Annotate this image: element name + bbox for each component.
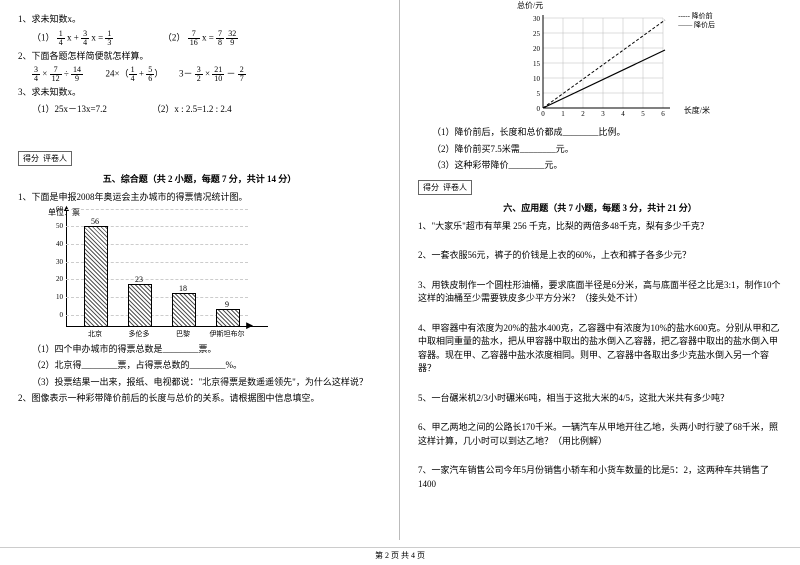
r2: （2）降价前买7.5米需________元。	[418, 143, 782, 157]
q3-sub: （1）25x－13x=7.2 （2）x : 2.5=1.2 : 2.4	[18, 103, 381, 117]
line-chart-svg: 0 1 2 3 4 5 6 0 5 10 15 20 25 30	[525, 10, 675, 120]
line-chart: ----- 降价前 —— 降价后 总价/元 012345605101520253…	[525, 10, 675, 120]
q1-formulas: （1） 14 x + 34 x = 13 （2） 716 x = 78 329	[18, 30, 381, 47]
bar-chart: 单位：票 ▲ ▶ 010203040506056北京23多伦多18巴黎9伊斯坦布…	[48, 209, 268, 339]
q1-title: 1、求未知数x。	[18, 13, 381, 27]
q5-1a: （1）四个申办城市的得票总数是________票。	[18, 343, 381, 357]
q3a: （1）25x－13x=7.2	[32, 104, 107, 114]
a4: 4、甲容器中有浓度为20%的盐水400克，乙容器中有浓度为10%的盐水600克。…	[418, 322, 782, 376]
q2-title: 2、下面各题怎样简便就怎样算。	[18, 50, 381, 64]
sec5-title: 五、综合题（共 2 小题，每题 7 分，共计 14 分）	[18, 172, 381, 185]
frac: 32	[195, 66, 203, 83]
svg-text:2: 2	[581, 110, 585, 118]
svg-text:15: 15	[533, 60, 541, 68]
sec6-title: 六、应用题（共 7 小题，每题 3 分，共计 21 分）	[418, 201, 782, 214]
q3-title: 3、求未知数x。	[18, 86, 381, 100]
svg-text:5: 5	[537, 90, 541, 98]
frac: 34	[32, 66, 40, 83]
q2-formulas: 34 × 712 ÷ 149 24×（14 + 56） 3－ 32 × 2110…	[18, 66, 381, 83]
frac: 13	[105, 30, 113, 47]
a3: 3、用铁皮制作一个圆柱形油桶，要求底面半径是6分米，高与底面半径之比是3:1，制…	[418, 279, 782, 306]
svg-text:6: 6	[661, 110, 665, 118]
svg-text:4: 4	[621, 110, 625, 118]
svg-text:3: 3	[601, 110, 605, 118]
frac: 2110	[212, 66, 224, 83]
frac: 14	[57, 30, 65, 47]
q3b: （2）x : 2.5=1.2 : 2.4	[152, 104, 232, 114]
frac: 149	[71, 66, 83, 83]
a6: 6、甲乙两地之间的公路长170千米。一辆汽车从甲地开往乙地，头两小时行驶了68千…	[418, 421, 782, 448]
page-footer: 第 2 页 共 4 页	[0, 547, 800, 561]
score-box-5: 得分 评卷人	[18, 151, 72, 166]
q1b-label: （2）	[163, 32, 186, 42]
q1a-label: （1）	[32, 32, 55, 42]
svg-text:0: 0	[541, 110, 545, 118]
a2: 2、一套衣服56元，裤子的价钱是上衣的60%，上衣和裤子各多少元？	[418, 249, 782, 263]
chart2-xlabel: 长度/米	[684, 105, 710, 116]
svg-text:20: 20	[533, 45, 541, 53]
frac: 27	[238, 66, 246, 83]
svg-text:25: 25	[533, 30, 541, 38]
q5-1b: （2）北京得________票，占得票总数的________%。	[18, 359, 381, 373]
a1: 1、"大家乐"超市有苹果 256 千克，比梨的两倍多48千克，梨有多少千克？	[418, 220, 782, 234]
frac: 14	[129, 66, 137, 83]
score-box-6: 得分 评卷人	[418, 180, 472, 195]
svg-text:30: 30	[533, 15, 541, 23]
frac: 34	[81, 30, 89, 47]
svg-text:0: 0	[537, 105, 541, 113]
svg-text:1: 1	[561, 110, 565, 118]
q5-1c: （3）投票结果一出来，报纸、电视都说："北京得票是数遥遥领先"，为什么这样说？	[18, 376, 381, 390]
frac: 56	[146, 66, 154, 83]
frac: 712	[50, 66, 62, 83]
svg-text:5: 5	[641, 110, 645, 118]
a5: 5、一台碾米机2/3小时碾米6吨，相当于这批大米的4/5，这批大米共有多少吨？	[418, 392, 782, 406]
q5-1: 1、下面是申报2008年奥运会主办城市的得票情况统计图。	[18, 191, 381, 205]
r1: （1）降价前后，长度和总价都成________比例。	[418, 126, 782, 140]
frac: 78	[216, 30, 224, 47]
frac: 329	[226, 30, 238, 47]
svg-text:10: 10	[533, 75, 541, 83]
frac: 716	[188, 30, 200, 47]
q5-2: 2、图像表示一种彩带降价前后的长度与总价的关系。请根据图中信息填空。	[18, 392, 381, 406]
r3: （3）这种彩带降价________元。	[418, 159, 782, 173]
legend: ----- 降价前 —— 降价后	[678, 12, 715, 30]
a7: 7、一家汽车销售公司今年5月份销售小轿车和小货车数量的比是5：2，这两种车共销售…	[418, 464, 782, 491]
